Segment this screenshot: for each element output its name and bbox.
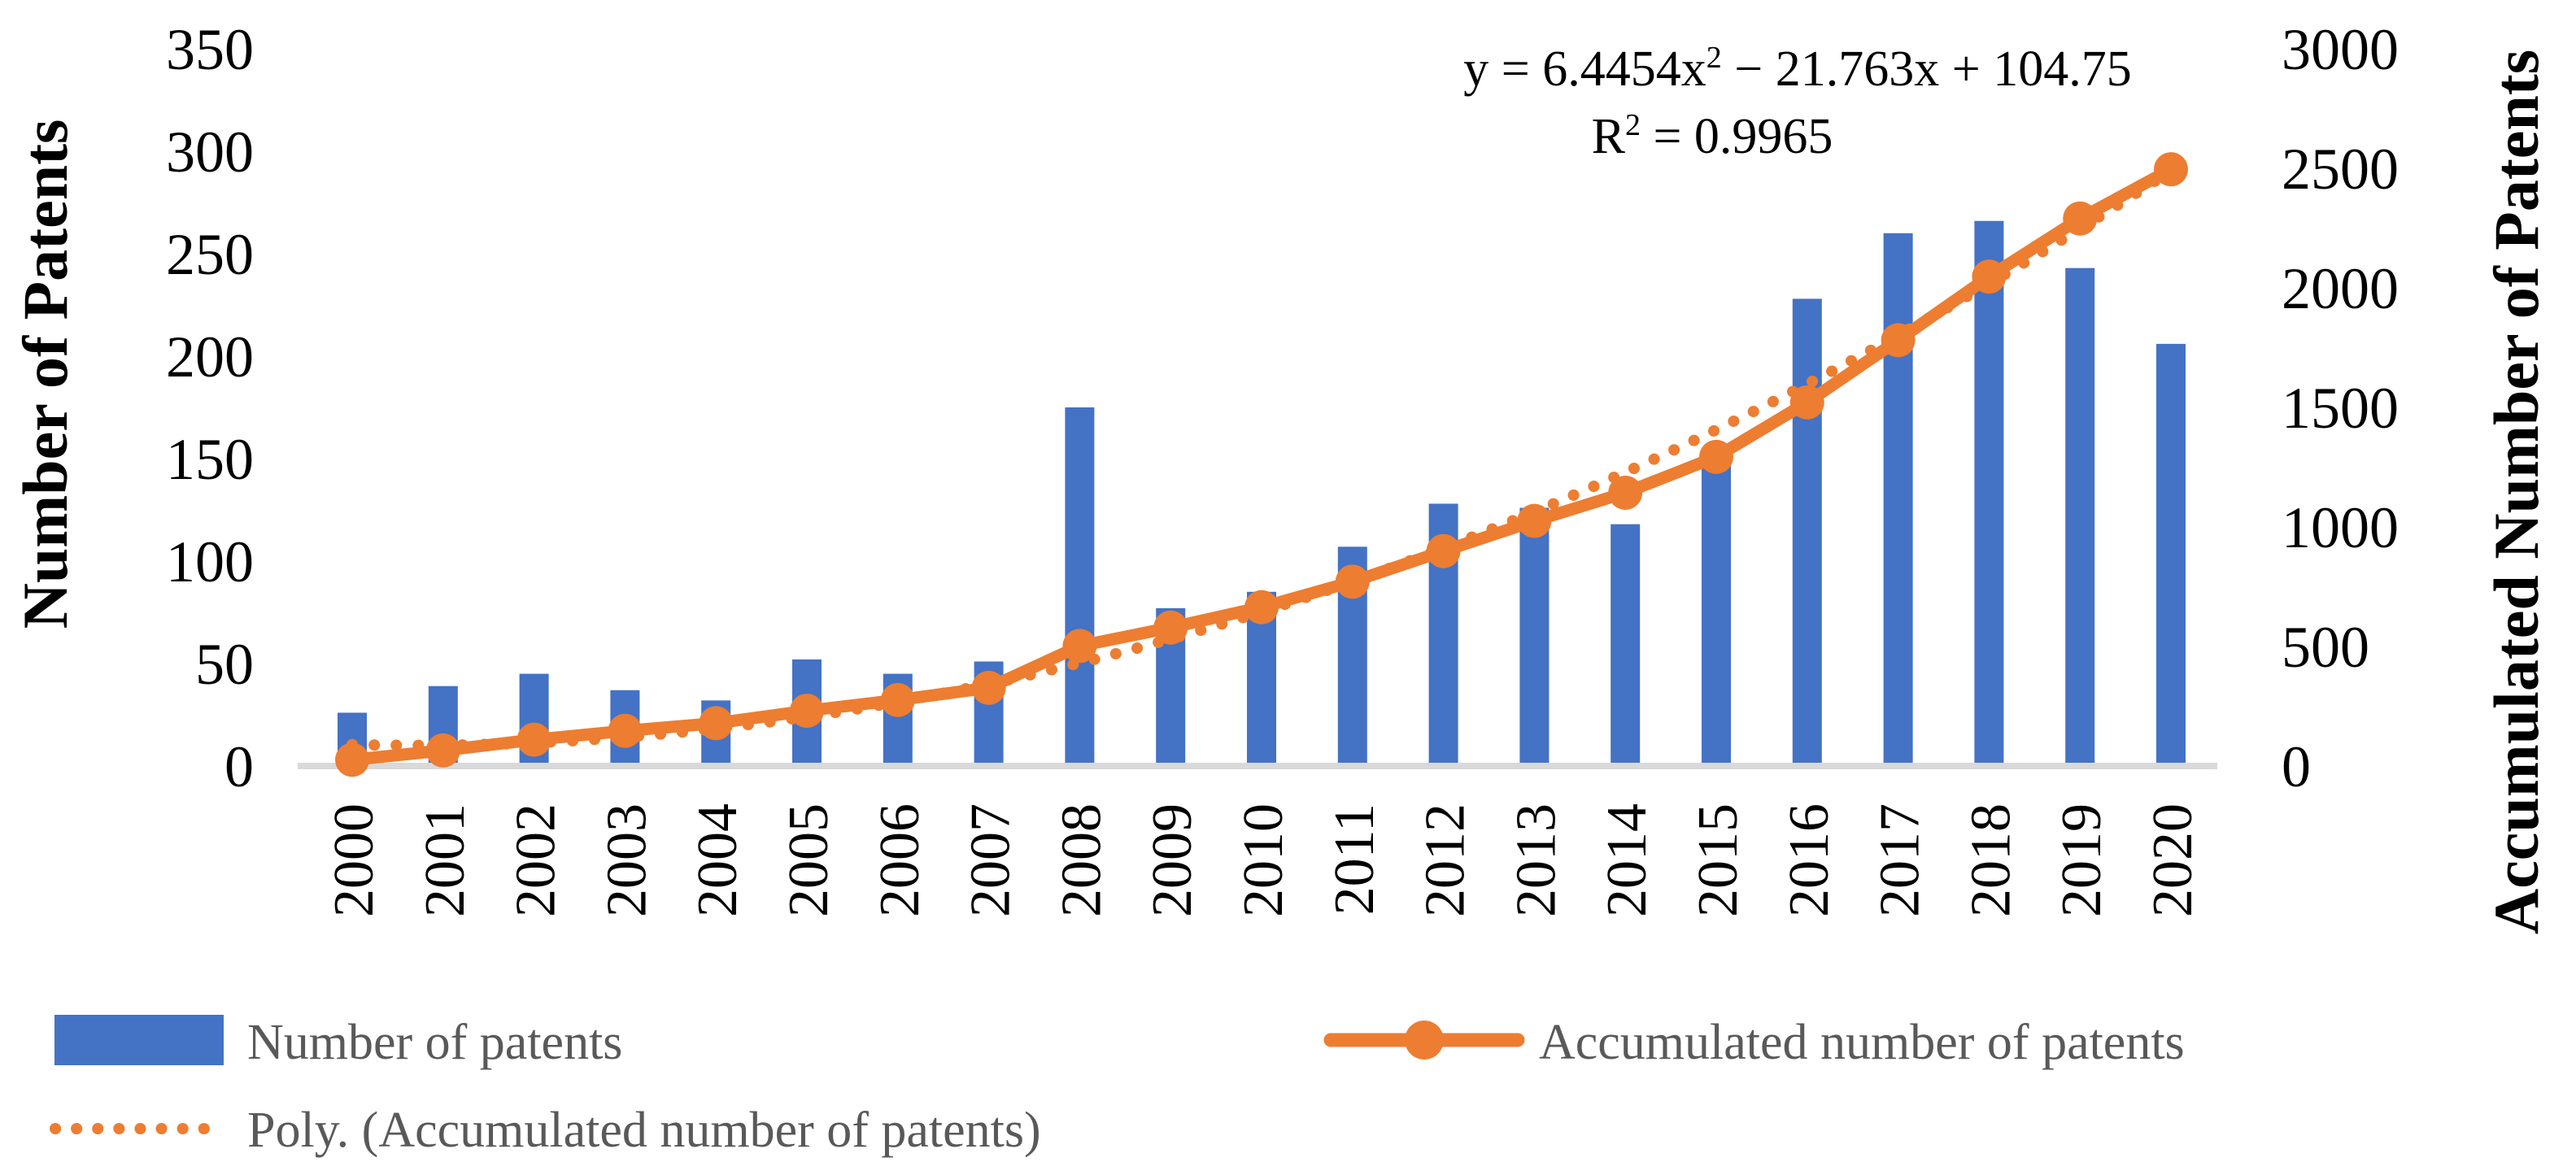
right-axis-ticks: 3000 2500 2000 1500 1000 500 0 xyxy=(2282,17,2399,799)
accumulated-markers xyxy=(335,152,2188,777)
legend-label-number-of-patents: Number of patents xyxy=(247,1015,622,1070)
right-tick-0: 0 xyxy=(2282,734,2311,799)
legend-label-poly: Poly. (Accumulated number of patents) xyxy=(247,1103,1041,1158)
bar-2019 xyxy=(2065,268,2095,766)
x-tick-2011: 2011 xyxy=(1323,803,1386,915)
left-tick-150: 150 xyxy=(166,427,254,492)
left-tick-200: 200 xyxy=(166,324,254,389)
bar-2016 xyxy=(1792,298,1822,766)
marker-2002 xyxy=(517,722,551,757)
marker-2014 xyxy=(1608,475,1643,510)
right-tick-1500: 1500 xyxy=(2282,376,2399,441)
left-tick-100: 100 xyxy=(166,529,254,594)
left-tick-300: 300 xyxy=(166,120,254,185)
x-tick-2016: 2016 xyxy=(1778,803,1841,917)
marker-2012 xyxy=(1426,533,1461,568)
x-tick-2013: 2013 xyxy=(1505,803,1567,917)
x-tick-2001: 2001 xyxy=(414,803,477,917)
marker-2019 xyxy=(2063,201,2098,236)
x-tick-2008: 2008 xyxy=(1050,803,1113,917)
marker-2006 xyxy=(880,682,915,717)
trendline-r-squared: R2 = 0.9965 xyxy=(1592,108,1833,164)
right-tick-2500: 2500 xyxy=(2282,137,2399,202)
x-tick-2005: 2005 xyxy=(778,803,840,917)
bar-2017 xyxy=(1883,233,1913,766)
x-tick-2012: 2012 xyxy=(1414,803,1477,917)
x-tick-2007: 2007 xyxy=(960,803,1022,917)
marker-2004 xyxy=(699,706,734,741)
x-tick-2004: 2004 xyxy=(686,803,749,917)
marker-2005 xyxy=(790,694,824,729)
marker-2009 xyxy=(1153,610,1188,645)
marker-2011 xyxy=(1335,564,1370,599)
right-tick-1000: 1000 xyxy=(2282,495,2399,560)
bar-2020 xyxy=(2156,343,2186,766)
marker-2016 xyxy=(1789,385,1824,420)
trendline-equation: y = 6.4454x2 − 21.763x + 104.75 xyxy=(1463,41,2131,97)
legend-bar-swatch xyxy=(54,1015,224,1065)
right-axis-title: Accumulated Number of Patents xyxy=(2481,50,2552,934)
left-tick-250: 250 xyxy=(166,222,254,287)
legend-label-accumulated: Accumulated number of patents xyxy=(1539,1015,2185,1070)
x-tick-2002: 2002 xyxy=(505,803,568,917)
x-tick-2010: 2010 xyxy=(1232,803,1295,917)
marker-2007 xyxy=(971,670,1006,705)
marker-2015 xyxy=(1699,439,1733,474)
x-tick-2020: 2020 xyxy=(2142,803,2204,917)
left-axis-ticks: 350 300 250 200 150 100 50 0 xyxy=(166,17,254,799)
marker-2010 xyxy=(1244,590,1279,624)
x-tick-2006: 2006 xyxy=(869,803,931,917)
right-tick-2000: 2000 xyxy=(2282,256,2399,321)
bar-2018 xyxy=(1974,220,2004,766)
x-tick-2018: 2018 xyxy=(1959,803,2022,917)
bar-2013 xyxy=(1519,507,1550,766)
x-tick-2015: 2015 xyxy=(1687,803,1750,917)
left-tick-50: 50 xyxy=(195,632,254,697)
marker-2000 xyxy=(335,742,369,777)
left-axis-title: Number of Patents xyxy=(10,120,81,629)
left-tick-350: 350 xyxy=(166,17,254,82)
marker-2013 xyxy=(1517,503,1552,538)
x-axis-ticks: 2000 2001 2002 2003 2004 2005 2006 2007 2008 2009… xyxy=(323,803,2204,917)
right-tick-500: 500 xyxy=(2282,615,2369,680)
right-tick-3000: 3000 xyxy=(2282,17,2399,82)
left-tick-0: 0 xyxy=(224,734,254,799)
marker-2003 xyxy=(608,713,643,748)
x-tick-2009: 2009 xyxy=(1141,803,1204,917)
legend: Number of patents Accumulated number of p… xyxy=(50,1015,2185,1158)
x-tick-2019: 2019 xyxy=(2051,803,2113,917)
marker-2008 xyxy=(1062,629,1097,664)
marker-2017 xyxy=(1881,323,1916,358)
bar-2014 xyxy=(1611,524,1641,766)
marker-2001 xyxy=(425,733,460,768)
x-tick-2014: 2014 xyxy=(1596,803,1658,917)
bar-2015 xyxy=(1702,459,1731,766)
x-tick-2003: 2003 xyxy=(595,803,658,917)
x-tick-2000: 2000 xyxy=(323,803,386,917)
bar-2008 xyxy=(1065,407,1095,766)
marker-2020 xyxy=(2154,152,2188,187)
x-tick-2017: 2017 xyxy=(1869,803,1932,917)
legend-line-marker xyxy=(1405,1021,1444,1060)
marker-2018 xyxy=(1972,259,2007,294)
